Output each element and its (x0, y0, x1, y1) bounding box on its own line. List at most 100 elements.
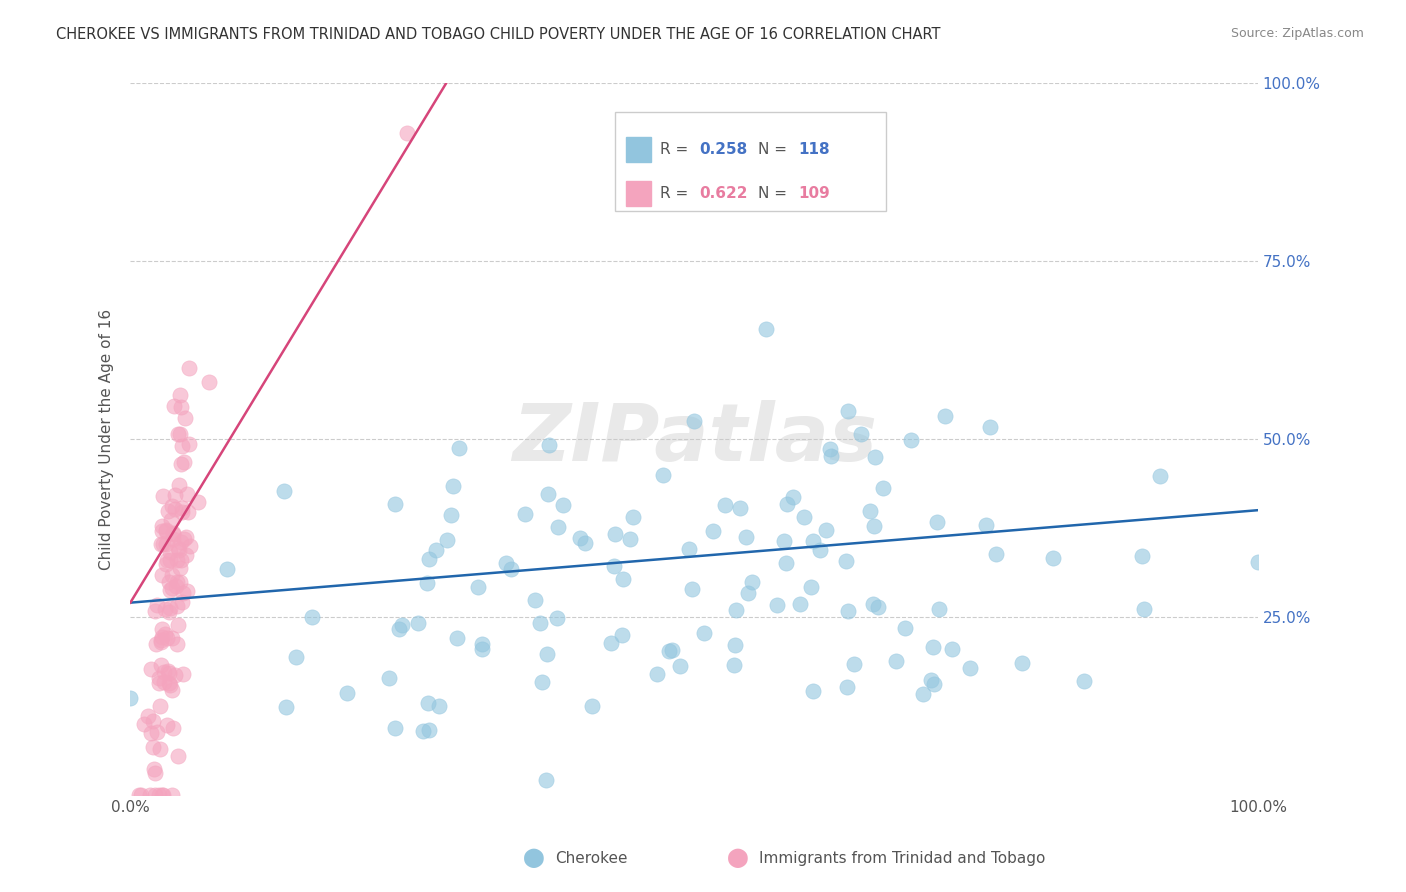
Point (741, 575, 763, 590)
Text: 0.258: 0.258 (700, 142, 748, 157)
Point (157, 605, 180, 619)
Point (159, 544, 181, 558)
Point (155, 524, 177, 538)
Point (142, 714, 165, 728)
Point (149, 633, 172, 648)
Text: N =: N = (758, 142, 792, 157)
Point (156, 717, 179, 731)
Point (928, 601, 950, 615)
Text: Cherokee: Cherokee (555, 851, 628, 865)
Point (143, 788, 166, 802)
Point (979, 420, 1001, 434)
Point (166, 637, 188, 651)
Point (427, 699, 450, 714)
Text: R =: R = (661, 142, 693, 157)
Point (136, 708, 159, 723)
Point (495, 556, 517, 570)
Point (169, 553, 191, 567)
Point (160, 499, 183, 513)
Point (984, 547, 1007, 561)
Point (537, 438, 560, 452)
Point (619, 533, 641, 547)
Point (156, 631, 179, 645)
Point (146, 599, 169, 613)
Point (169, 561, 191, 575)
Point (156, 504, 179, 518)
Point (142, 739, 165, 754)
Point (730, 501, 752, 516)
Text: ⬤: ⬤ (727, 848, 749, 868)
Point (176, 549, 198, 563)
Point (820, 449, 842, 463)
Point (766, 598, 789, 612)
Point (884, 654, 907, 668)
Text: CHEROKEE VS IMMIGRANTS FROM TRINIDAD AND TOBAGO CHILD POVERTY UNDER THE AGE OF 1: CHEROKEE VS IMMIGRANTS FROM TRINIDAD AND… (56, 27, 941, 42)
Point (169, 388, 191, 402)
Point (150, 635, 173, 649)
Point (149, 657, 172, 672)
Point (167, 543, 190, 558)
Point (927, 515, 949, 529)
Point (934, 409, 956, 423)
Point (467, 581, 489, 595)
Point (153, 675, 176, 690)
Point (160, 788, 183, 802)
Point (170, 457, 193, 471)
Point (446, 631, 468, 645)
Point (138, 788, 160, 802)
Point (844, 657, 866, 671)
Point (172, 501, 194, 516)
Point (837, 404, 859, 418)
Point (529, 616, 551, 631)
Point (152, 665, 174, 680)
Point (170, 595, 193, 609)
Point (146, 725, 169, 739)
Point (139, 725, 162, 739)
Point (868, 599, 890, 614)
Point (849, 427, 872, 442)
Point (621, 510, 644, 524)
Point (301, 610, 323, 624)
Point (150, 567, 173, 582)
Point (725, 603, 748, 617)
Point (165, 668, 187, 682)
Point (782, 491, 804, 505)
Point (499, 562, 522, 576)
Y-axis label: Child Poverty Under the Age of 16: Child Poverty Under the Age of 16 (100, 309, 114, 570)
Point (170, 439, 193, 453)
Point (142, 762, 165, 776)
Point (416, 576, 439, 591)
Point (546, 611, 568, 625)
Point (166, 574, 188, 589)
Text: ZIPatlas: ZIPatlas (512, 401, 876, 478)
Point (120, 690, 142, 705)
Point (814, 523, 837, 537)
Point (388, 622, 411, 636)
Point (658, 643, 681, 657)
Point (336, 686, 359, 700)
Point (835, 681, 858, 695)
Point (145, 604, 167, 618)
Text: 118: 118 (797, 142, 830, 157)
Point (153, 627, 176, 641)
FancyBboxPatch shape (616, 112, 886, 211)
Point (900, 433, 922, 447)
Point (160, 631, 183, 645)
Point (536, 648, 558, 662)
Point (678, 541, 700, 556)
Point (169, 426, 191, 441)
Point (599, 636, 621, 650)
Point (163, 399, 186, 413)
Point (174, 530, 197, 544)
Text: ⬤: ⬤ (523, 848, 546, 868)
Point (436, 533, 458, 548)
Point (692, 625, 714, 640)
Point (160, 683, 183, 698)
Point (160, 568, 183, 582)
Point (553, 499, 575, 513)
Point (418, 551, 440, 566)
Point (959, 661, 981, 675)
Point (793, 510, 815, 524)
Point (425, 542, 447, 557)
Point (157, 675, 180, 690)
